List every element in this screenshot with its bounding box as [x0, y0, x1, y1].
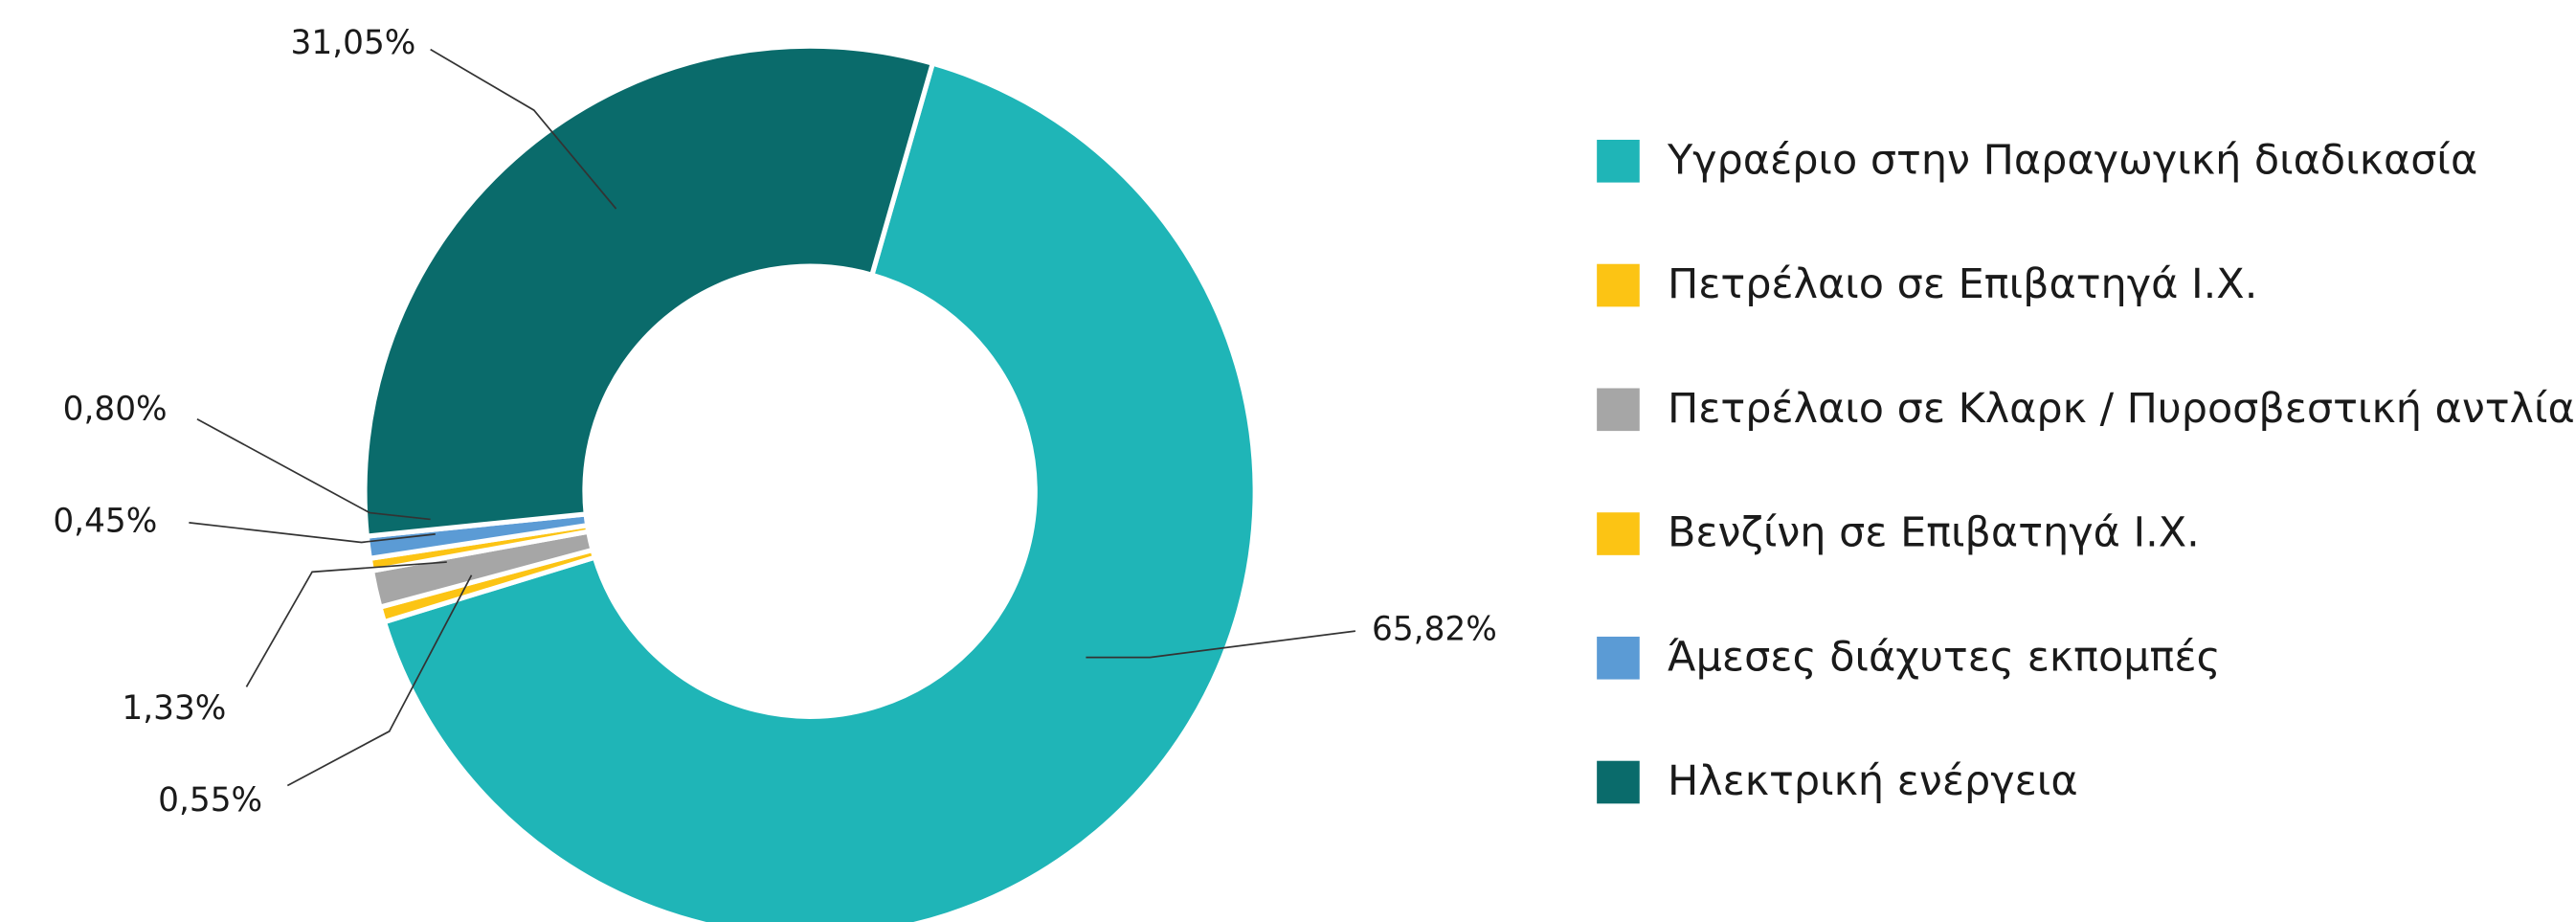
legend-label: Πετρέλαιο σε Κλαρκ / Πυροσβεστική αντλία [1668, 385, 2575, 433]
legend-swatch [1597, 388, 1640, 432]
legend-label: Υγραέριο στην Παραγωγική διαδικασία [1667, 137, 2477, 185]
leader-line [196, 417, 431, 521]
data-label: 0,45% [53, 502, 157, 540]
legend-swatch [1597, 139, 1640, 183]
legend-label: Πετρέλαιο σε Επιβατηγά Ι.Χ. [1668, 260, 2257, 308]
slice [362, 43, 936, 539]
leader-line [189, 522, 436, 544]
data-label: 1,33% [122, 689, 226, 728]
legend-swatch [1597, 760, 1640, 804]
legend-label: Άμεσες διάχυτες εκπομπές [1668, 633, 2221, 681]
leader-line [245, 561, 447, 687]
leader-line [1086, 630, 1355, 659]
legend-swatch [1597, 636, 1640, 680]
leader-line [286, 574, 473, 787]
slice [381, 59, 1258, 922]
legend-swatch [1597, 263, 1640, 307]
data-label: 0,80% [63, 391, 168, 429]
data-label: 0,55% [158, 781, 262, 820]
data-label: 31,05% [291, 24, 416, 62]
legend-label: Ηλεκτρική ενέργεια [1668, 757, 2078, 805]
legend-swatch [1597, 512, 1640, 555]
data-label: 65,82% [1372, 611, 1497, 649]
legend-label: Βενζίνη σε Επιβατηγά Ι.Χ. [1668, 509, 2200, 557]
leader-line [430, 48, 617, 210]
